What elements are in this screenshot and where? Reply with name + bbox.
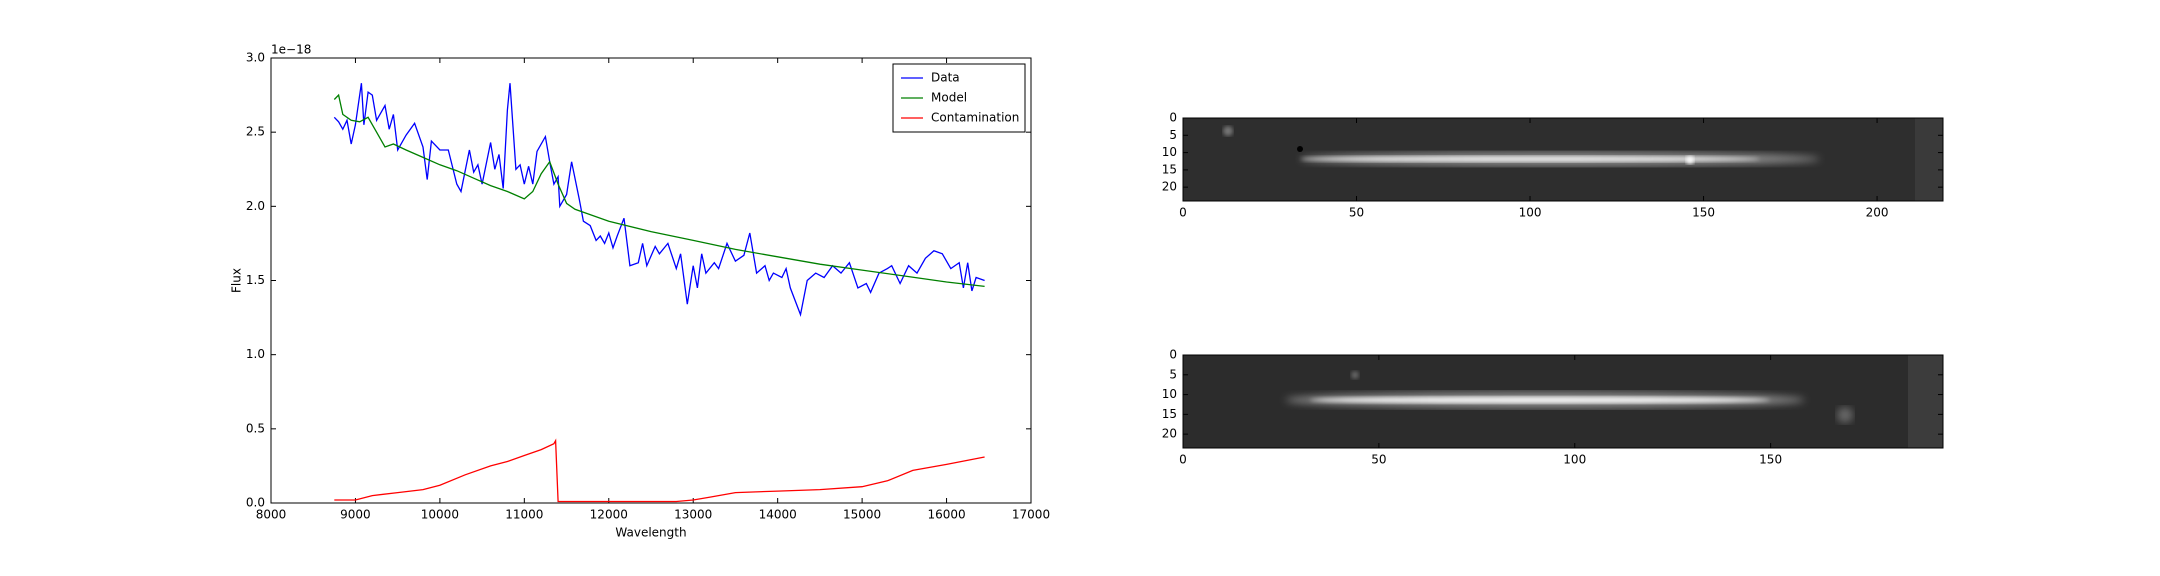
x-tick-label: 200 [1866,206,1889,220]
y-tick-label: 3.0 [246,51,265,65]
y-tick-label: 0.5 [246,421,265,435]
x-tick-label: 8000 [256,508,287,522]
legend-label: Contamination [931,111,1019,125]
plot-frame [270,57,1032,504]
x-tick-label: 9000 [340,508,371,522]
y-tick-label: 15 [1162,407,1177,421]
x-tick-label: 100 [1563,453,1586,467]
y-tick-label: 5 [1169,128,1177,142]
x-tick-label: 17000 [1012,508,1050,522]
x-tick-label: 13000 [674,508,712,522]
y-tick-label: 2.0 [246,199,265,213]
x-tick-label: 50 [1371,453,1386,467]
image-top [1183,118,1943,201]
x-tick-label: 0 [1179,453,1187,467]
legend-label: Model [931,91,967,105]
y-offset-label: 1e−18 [271,43,311,57]
x-tick-label: 10000 [421,508,459,522]
y-tick-label: 15 [1162,162,1177,176]
image-frame [1182,117,1944,202]
x-tick-label: 11000 [505,508,543,522]
legend-label: Data [931,71,960,85]
y-tick-label: 1.5 [246,273,265,287]
x-tick-label: 12000 [590,508,628,522]
y-tick-label: 5 [1169,367,1177,381]
series-line [333,83,985,317]
y-tick-label: 10 [1162,145,1177,159]
x-axis-label: Wavelength [615,526,686,540]
series-line [333,93,985,288]
x-tick-label: 15000 [843,508,881,522]
x-tick-label: 150 [1759,453,1782,467]
x-tick-label: 16000 [927,508,965,522]
y-tick-label: 20 [1162,427,1177,441]
y-tick-label: 10 [1162,387,1177,401]
x-tick-label: 0 [1179,206,1187,220]
x-tick-label: 100 [1519,206,1542,220]
y-tick-label: 20 [1162,180,1177,194]
y-tick-label: 0 [1169,111,1177,125]
x-tick-label: 150 [1692,206,1715,220]
y-axis-label: Flux [230,268,244,293]
y-tick-label: 0 [1169,348,1177,362]
series-line [334,438,985,503]
x-tick-label: 14000 [759,508,797,522]
y-tick-label: 2.5 [246,125,265,139]
y-tick-label: 1.0 [246,347,265,361]
legend: Data Model Contamination [892,63,1026,133]
x-tick-label: 50 [1349,206,1364,220]
image-bottom [1183,355,1943,448]
y-tick-label: 0.0 [246,496,265,510]
image-frame [1182,354,1944,449]
